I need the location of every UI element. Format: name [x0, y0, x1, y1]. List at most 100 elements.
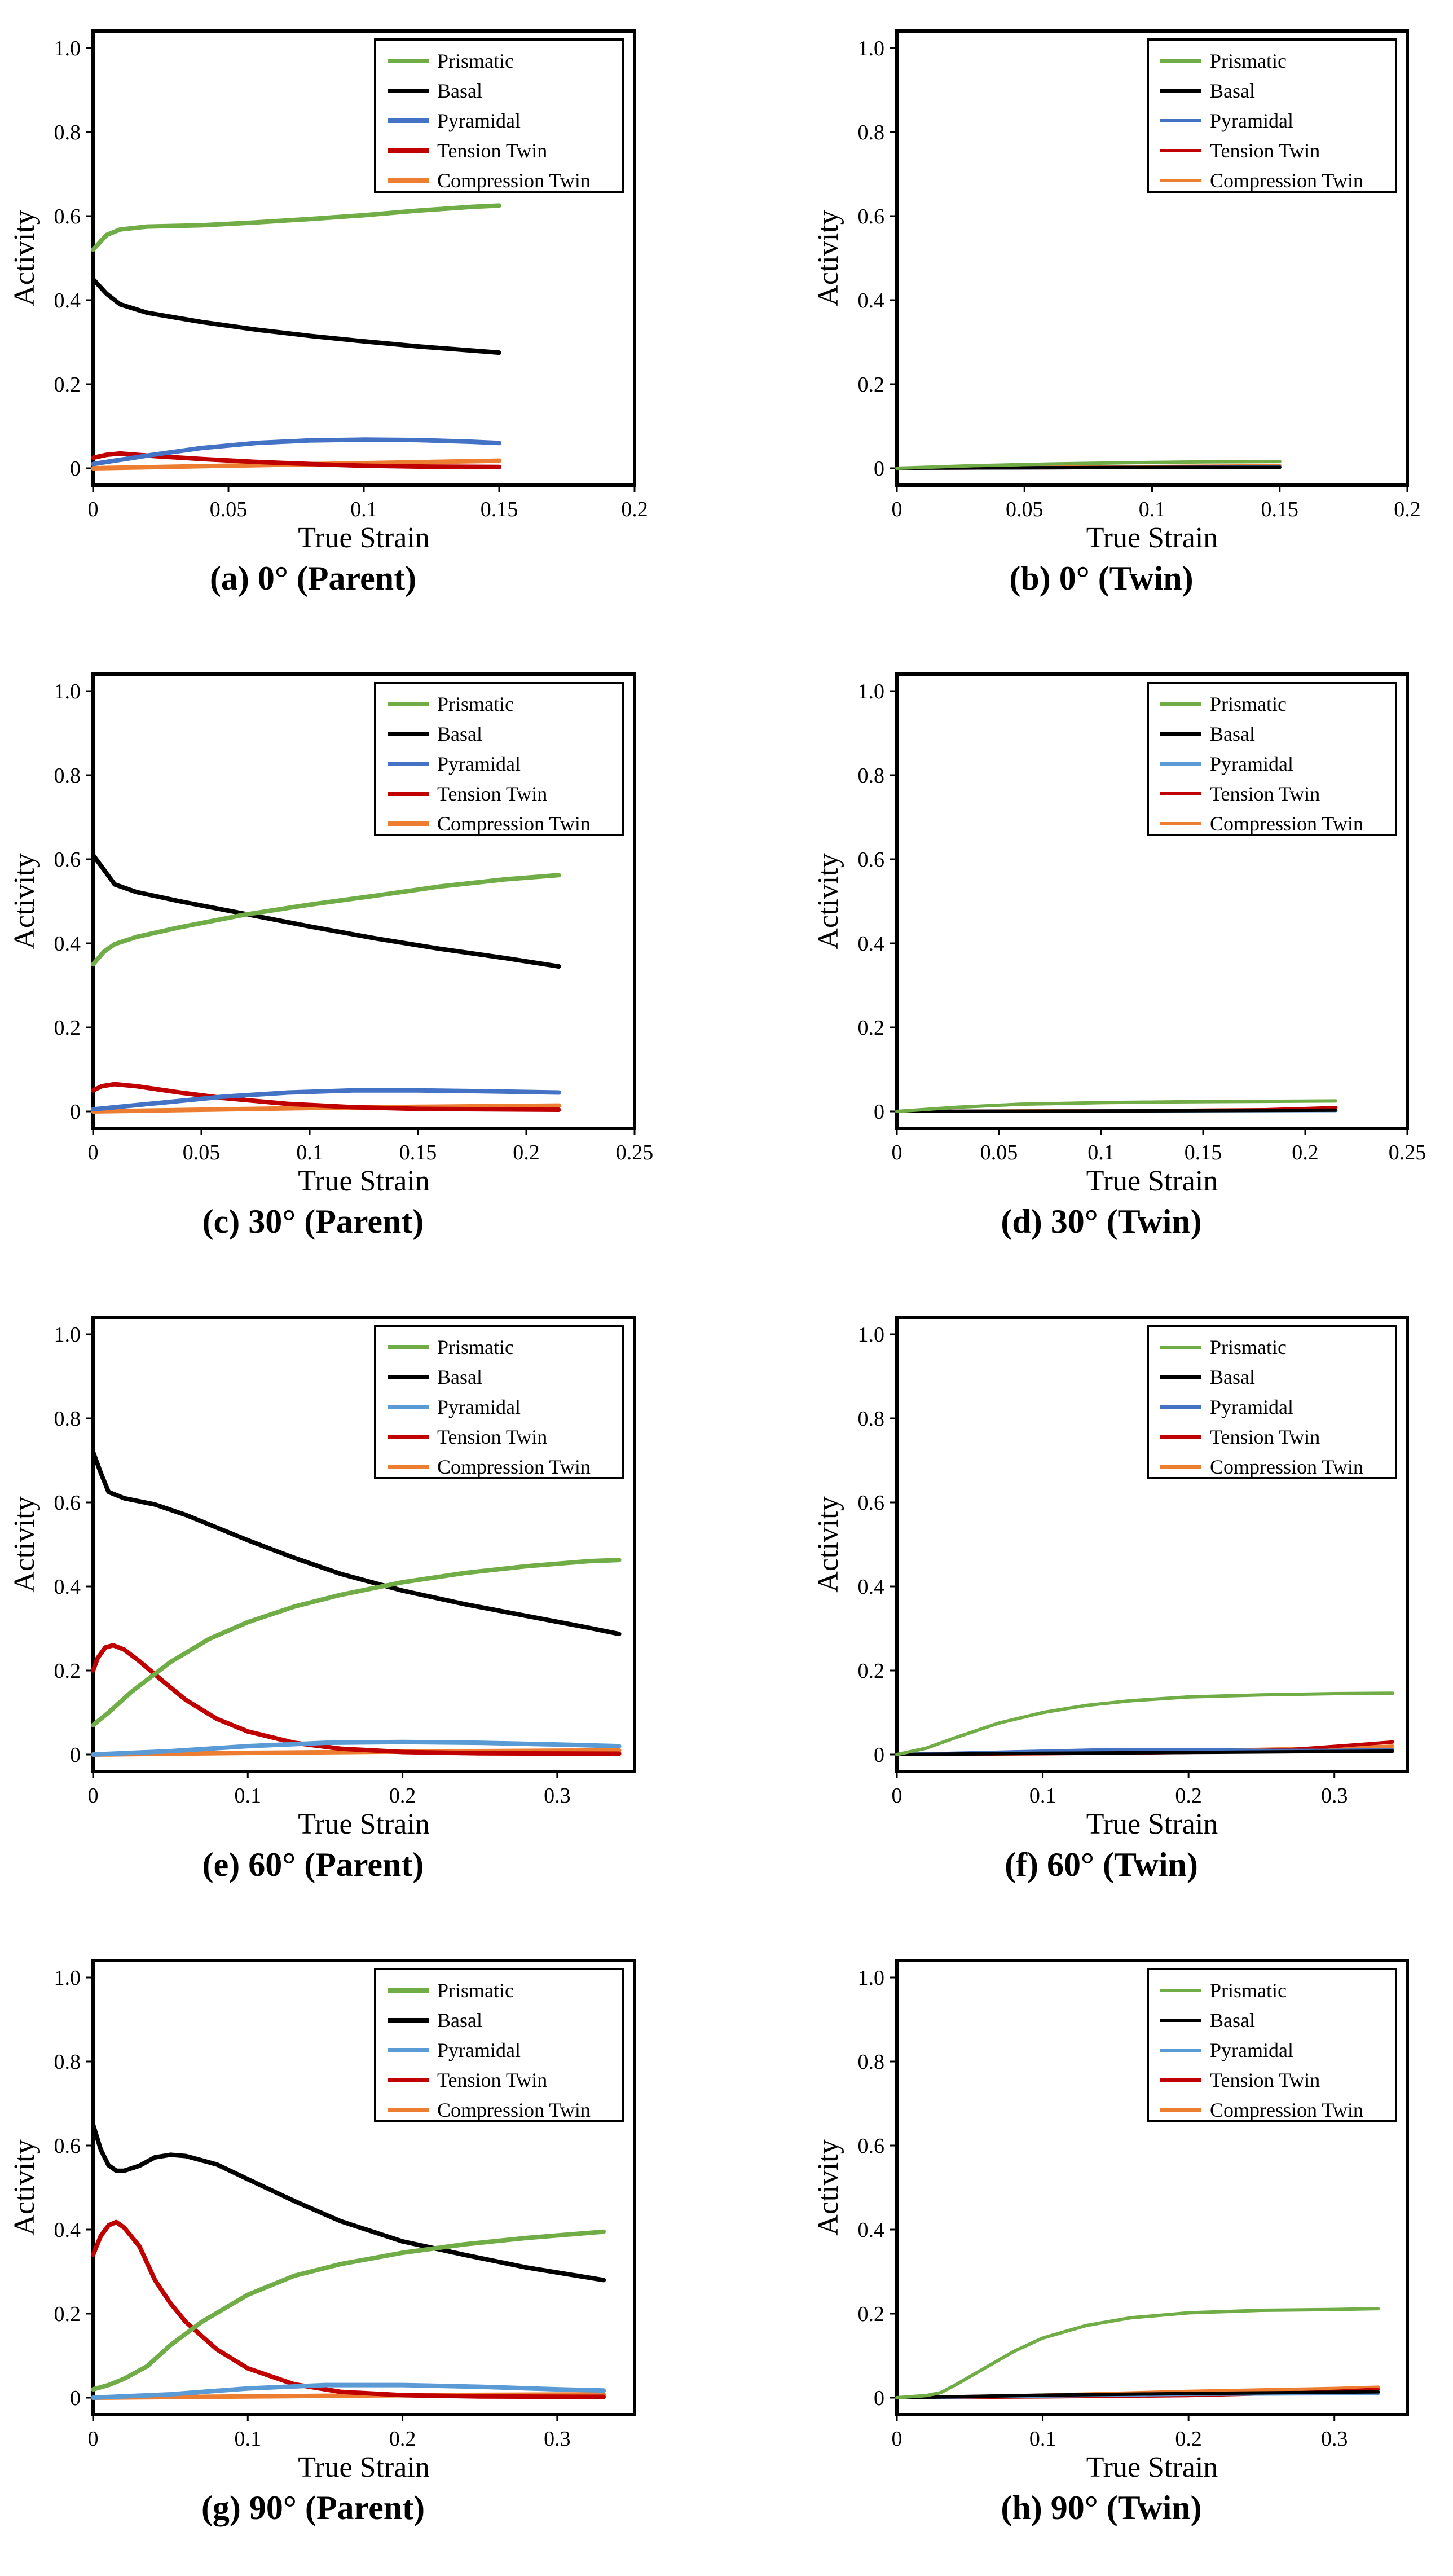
chart-b-ytick-label: 0.6 [858, 205, 885, 228]
chart-f-legend-label: Prismatic [1210, 1336, 1287, 1359]
chart-g-series-prismatic [91, 2229, 606, 2392]
chart-b-legend: Prismatic Basal Pyramidal Tension Twin Compr… [1147, 38, 1397, 193]
chart-b-legend-label: Pyramidal [1210, 109, 1293, 132]
chart-a-series-prismatic [91, 203, 501, 252]
chart-c-legend-label: Basal [437, 723, 482, 745]
chart-f-ytick-label: 0.6 [858, 1491, 885, 1515]
chart-c-ytick-label: 1.0 [54, 680, 81, 704]
chart-e-legend-label: Tension Twin [437, 1426, 547, 1448]
chart-d-xtick-label: 0 [892, 1141, 902, 1164]
chart-b-legend-label: Compression Twin [1210, 169, 1363, 192]
chart-e-caption: (e) 60° (Parent) [202, 1846, 424, 1883]
chart-c-caption: (c) 30° (Parent) [202, 1203, 424, 1240]
chart-g-legend-label: Pyramidal [437, 2039, 521, 2061]
chart-a-ytick-label: 0.4 [54, 289, 81, 313]
chart-c-legend-label: Pyramidal [437, 753, 521, 775]
chart-d-ytick-label: 0.8 [858, 764, 885, 788]
chart-f: 0 0.2 0.4 0.6 0.8 1.0 0 0.1 0.2 0.3 True Strain Act… [812, 1316, 1409, 1883]
chart-d-xtick-label: 0.2 [1292, 1141, 1319, 1164]
chart-h-legend-label: Prismatic [1210, 1979, 1287, 2002]
chart-b: 0 0.2 0.4 0.6 0.8 1.0 0 0.05 0.1 0.15 0.2 True Stra… [812, 29, 1421, 597]
chart-a-xtick-label: 0.05 [210, 498, 248, 521]
chart-d-ytick-label: 0.2 [858, 1016, 885, 1040]
chart-d-ytick-label: 0 [874, 1100, 884, 1124]
chart-f-legend-label: Tension Twin [1210, 1426, 1320, 1448]
chart-b-series-prismatic [895, 460, 1282, 470]
chart-h-legend-label: Basal [1210, 2009, 1255, 2032]
chart-g-y-axis-title: Activity [8, 2139, 41, 2235]
chart-d-xtick-label: 0.15 [1185, 1141, 1222, 1164]
chart-c-xtick-label: 0.1 [296, 1141, 323, 1164]
chart-h-series-basal [895, 2390, 1380, 2399]
chart-e: 0 0.2 0.4 0.6 0.8 1.0 0 0.1 0.2 0.3 True Strain Act… [8, 1316, 636, 1883]
chart-f-legend-label: Basal [1210, 1366, 1255, 1388]
chart-g-legend-label: Tension Twin [437, 2069, 547, 2091]
chart-e-ytick-label: 0.8 [54, 1407, 81, 1431]
chart-f-legend-box [1147, 1325, 1397, 1479]
chart-c-xtick-label: 0.05 [183, 1141, 221, 1164]
chart-f-xtick-label: 0 [892, 1784, 902, 1808]
chart-c: 0 0.2 0.4 0.6 0.8 1.0 0 0.05 0.1 0.15 0.2 0.25 True … [8, 672, 653, 1240]
chart-d-ytick-label: 0.4 [858, 932, 885, 956]
chart-h-ytick-label: 0.2 [858, 2302, 885, 2326]
chart-c-ytick-label: 0.6 [54, 848, 81, 872]
chart-e-y-axis-title: Activity [8, 1496, 41, 1592]
chart-a-xtick-label: 0.15 [481, 498, 518, 521]
chart-c-series-tension-twin [91, 1082, 561, 1112]
chart-c-series-basal [91, 852, 561, 969]
chart-h-xtick-label: 0.1 [1029, 2427, 1056, 2451]
chart-f-legend: Prismatic Basal Pyramidal Tension Twin Compr… [1147, 1325, 1397, 1479]
chart-e-series-prismatic [91, 1558, 622, 1727]
chart-b-ytick-label: 1.0 [858, 37, 885, 60]
chart-b-ytick-label: 0.8 [858, 121, 885, 144]
chart-b-xtick-label: 0.1 [1139, 498, 1166, 521]
chart-h-plot-frame [895, 1959, 1409, 2416]
chart-h-xtick-label: 0.3 [1321, 2427, 1348, 2451]
chart-g-ytick-label: 0.6 [54, 2134, 81, 2158]
chart-a-xtick-label: 0.1 [350, 498, 377, 521]
chart-c-legend-box [374, 682, 624, 836]
chart-g: 0 0.2 0.4 0.6 0.8 1.0 0 0.1 0.2 0.3 True Strain Act… [8, 1959, 636, 2526]
chart-h-x-axis-title: True Strain [1086, 2451, 1218, 2483]
chart-g-xtick-label: 0.1 [235, 2427, 262, 2451]
chart-d-legend: Prismatic Basal Pyramidal Tension Twin Compr… [1147, 682, 1397, 836]
chart-g-xtick-label: 0.3 [544, 2427, 571, 2451]
chart-c-x-axis-title: True Strain [298, 1165, 430, 1197]
chart-d-legend-label: Prismatic [1210, 693, 1287, 715]
chart-g-ytick-label: 0 [70, 2386, 81, 2410]
chart-c-legend-label: Tension Twin [437, 783, 547, 805]
chart-a-ytick-label: 0.2 [54, 373, 81, 397]
chart-d-legend-box [1147, 682, 1397, 836]
chart-b-legend-label: Tension Twin [1210, 139, 1320, 162]
chart-a-legend-box [374, 38, 624, 193]
chart-f-xtick-label: 0.1 [1029, 1784, 1056, 1808]
chart-h-ytick-label: 0 [874, 2386, 884, 2410]
chart-c-plot-frame [91, 672, 636, 1130]
chart-a-legend-label: Compression Twin [437, 169, 591, 192]
chart-e-series-basal [91, 1449, 622, 1637]
chart-b-legend-box [1147, 38, 1397, 193]
chart-c-series-compression-twin [91, 1103, 561, 1114]
chart-f-legend-label: Compression Twin [1210, 1456, 1363, 1478]
chart-g-xtick-label: 0.2 [389, 2427, 416, 2451]
chart-e-legend-label: Prismatic [437, 1336, 514, 1359]
chart-c-series-pyramidal [91, 1088, 561, 1112]
chart-a-series-basal [91, 276, 501, 355]
chart-d-legend-label: Tension Twin [1210, 783, 1320, 805]
chart-g-legend-label: Prismatic [437, 1979, 514, 2002]
chart-g-ytick-label: 0.8 [54, 2050, 81, 2074]
chart-g-xtick-label: 0 [88, 2427, 99, 2451]
chart-h-xtick-label: 0.2 [1175, 2427, 1202, 2451]
chart-h: 0 0.2 0.4 0.6 0.8 1.0 0 0.1 0.2 0.3 True Strain Act… [812, 1959, 1409, 2526]
chart-h-xtick-label: 0 [892, 2427, 902, 2451]
chart-e-xtick-label: 0.3 [544, 1784, 571, 1808]
chart-h-ytick-label: 0.4 [858, 2218, 885, 2242]
chart-a-legend-label: Basal [437, 80, 482, 102]
chart-f-x-axis-title: True Strain [1086, 1808, 1218, 1840]
chart-h-ytick-label: 1.0 [858, 1966, 885, 1990]
chart-h-caption: (h) 90° (Twin) [1001, 2489, 1201, 2526]
chart-c-legend-label: Compression Twin [437, 812, 591, 835]
chart-b-x-axis-title: True Strain [1086, 522, 1218, 554]
chart-h-legend-label: Pyramidal [1210, 2039, 1293, 2061]
